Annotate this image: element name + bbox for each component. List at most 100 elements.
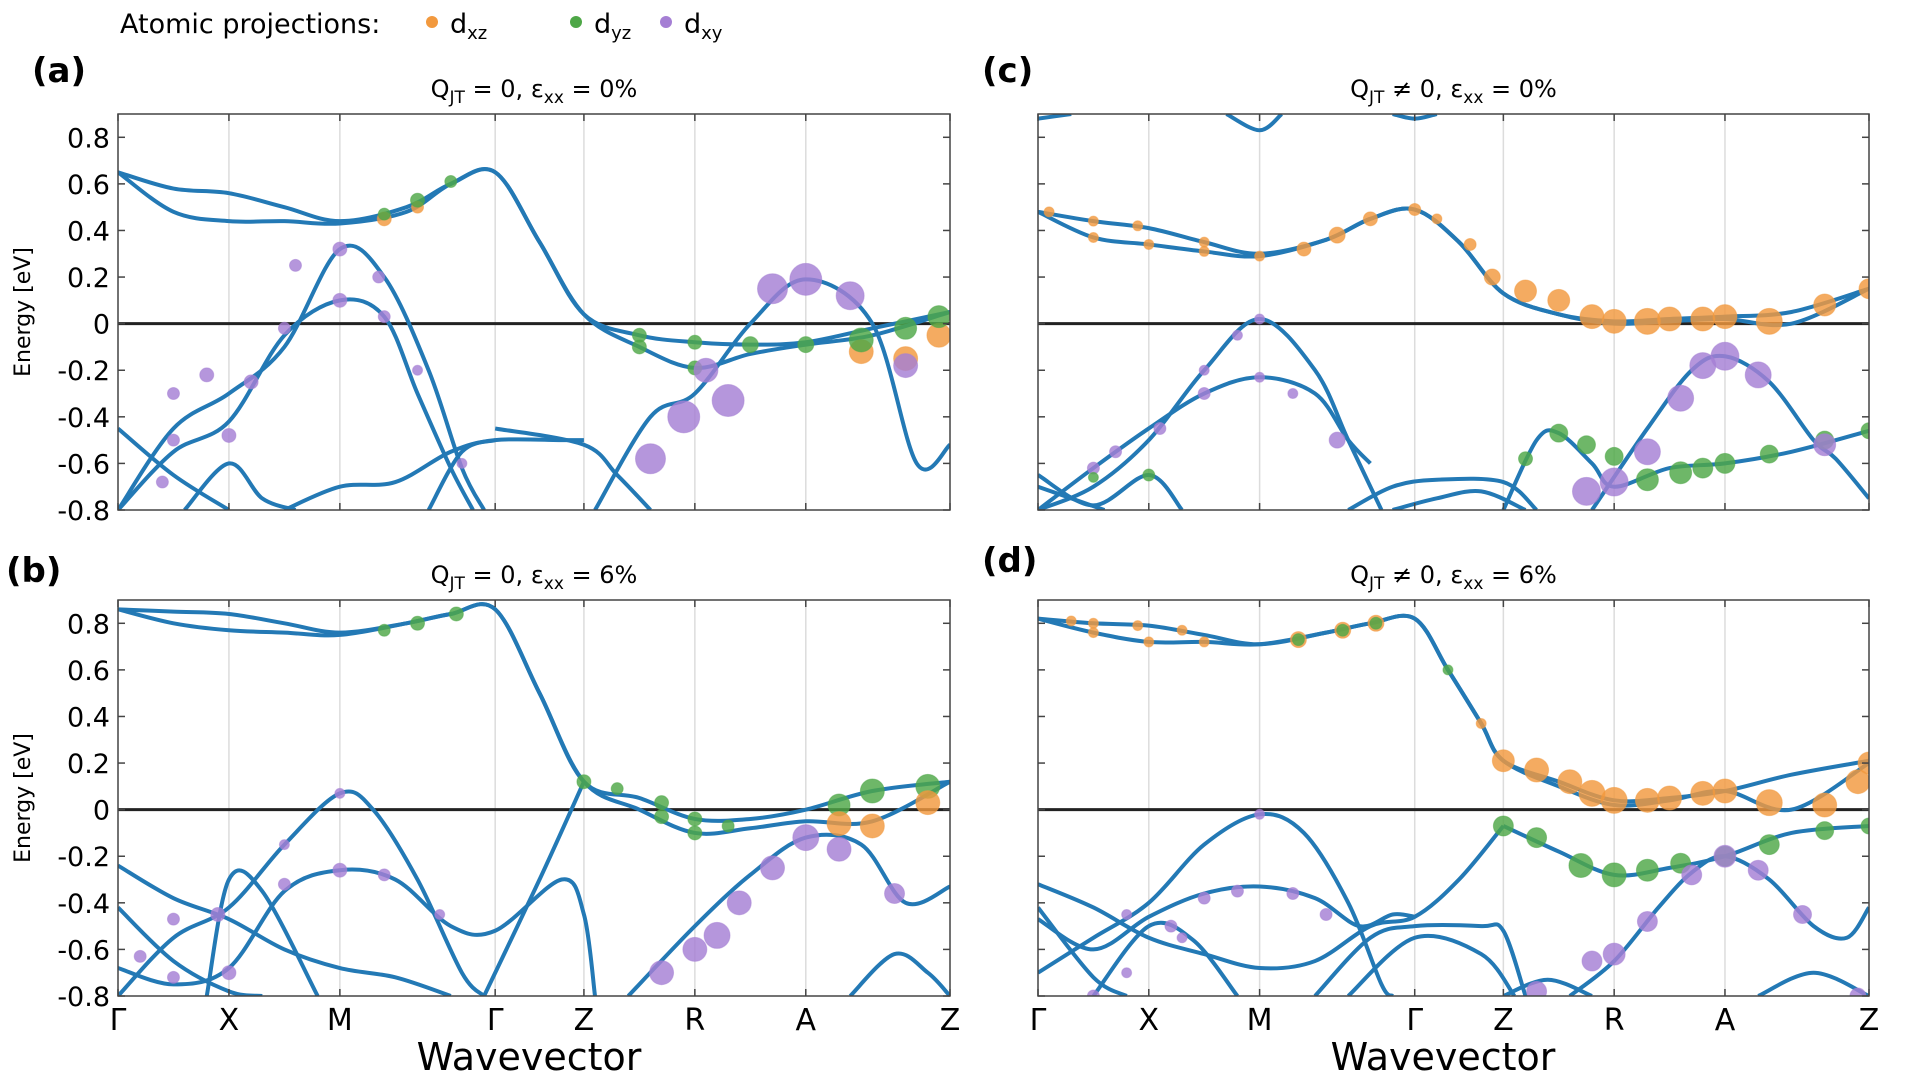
projection-marker-xy xyxy=(1287,388,1299,400)
projection-marker-xz xyxy=(1634,787,1660,813)
y-tick-label: 0.4 xyxy=(67,216,110,247)
projection-marker-xy xyxy=(1176,932,1188,944)
band-line xyxy=(1347,476,1538,510)
panel-title: QJT ≠ 0, εxx = 0% xyxy=(1350,75,1557,108)
x-tick-label: X xyxy=(1139,1003,1160,1038)
y-tick-label: -0.8 xyxy=(57,496,110,527)
projection-marker-yz xyxy=(859,778,885,804)
projection-marker-xz xyxy=(1491,749,1515,773)
band-line xyxy=(1225,114,1284,133)
projection-marker-xy xyxy=(1254,313,1266,325)
projection-marker-yz xyxy=(377,207,391,221)
projection-marker-yz xyxy=(1860,422,1869,440)
projection-marker-xz xyxy=(1601,308,1627,334)
band-line xyxy=(1313,922,1528,996)
band-line xyxy=(1346,933,1517,996)
projection-marker-xy xyxy=(332,292,348,308)
projection-marker-yz xyxy=(1336,623,1350,637)
x-tick-label: Z xyxy=(940,1003,961,1038)
projection-marker-xy xyxy=(1286,887,1300,901)
y-tick-label: 0.6 xyxy=(67,170,110,201)
plot-frame xyxy=(117,113,951,511)
panel-label: (d) xyxy=(982,541,1037,581)
plot-area xyxy=(118,602,950,996)
y-tick-label: 0.4 xyxy=(67,702,110,733)
band-line xyxy=(1038,884,1416,952)
band-line xyxy=(494,426,652,510)
y-tick-label: 0.2 xyxy=(67,749,110,780)
projection-marker-xy xyxy=(1636,910,1658,932)
projection-marker-yz xyxy=(687,334,703,350)
x-tick-label: Γ xyxy=(1030,1003,1047,1038)
projection-marker-xy xyxy=(1231,329,1243,341)
projection-marker-xy xyxy=(1254,371,1266,383)
legend: Atomic projections: dxz dyz dxy xyxy=(120,9,723,44)
panel-label: (c) xyxy=(982,51,1033,91)
projection-marker-yz xyxy=(1758,834,1780,856)
band-line xyxy=(1038,206,1869,324)
projection-marker-xz xyxy=(1557,769,1583,795)
projection-marker-xz xyxy=(1475,717,1487,729)
band-line xyxy=(1038,484,1106,510)
projection-marker-xy xyxy=(133,949,147,963)
legend-marker-yz xyxy=(570,16,582,28)
projection-marker-xz xyxy=(859,813,885,839)
projection-marker-yz xyxy=(848,327,874,353)
projection-marker-xy xyxy=(1747,859,1769,881)
projection-marker-xz xyxy=(915,790,941,816)
projection-marker-xy xyxy=(1198,364,1210,376)
projection-marker-xy xyxy=(288,258,302,272)
projection-marker-xy xyxy=(884,883,906,905)
panel-c: (c) QJT ≠ 0, εxx = 0% xyxy=(982,51,1870,511)
projection-marker-xy xyxy=(757,273,789,305)
projection-marker-yz xyxy=(1518,451,1534,467)
projection-marker-yz xyxy=(1142,468,1156,482)
projection-marker-xz xyxy=(1633,307,1661,335)
x-tick-label: Γ xyxy=(487,1003,504,1038)
projection-marker-xz xyxy=(1712,778,1738,804)
band-line xyxy=(1038,316,1384,510)
projection-marker-xz xyxy=(1524,757,1550,783)
x-tick-label: M xyxy=(1247,1003,1273,1038)
projection-marker-xy xyxy=(792,824,820,852)
x-tick-label: Z xyxy=(574,1003,595,1038)
projection-marker-yz xyxy=(894,316,918,340)
projection-marker-yz xyxy=(1549,423,1569,443)
projection-marker-yz xyxy=(448,606,464,622)
panel-title: QJT = 0, εxx = 0% xyxy=(431,75,638,108)
projection-marker-xy xyxy=(277,321,291,335)
band-line xyxy=(118,602,950,836)
projection-marker-yz xyxy=(576,774,592,790)
projection-marker-xy xyxy=(278,839,290,851)
projection-marker-xz xyxy=(1328,226,1346,244)
projection-marker-xy xyxy=(1633,438,1661,466)
band-line xyxy=(118,867,597,996)
projection-marker-xz xyxy=(1087,617,1099,629)
panel-a: 0.8 0.6 0.4 0.2 0 -0.2 -0.4 -0.6 -0.8 Energy [eV]… xyxy=(11,51,951,527)
band-line xyxy=(426,438,496,510)
projection-marker-xz xyxy=(1198,245,1210,257)
projection-marker-yz xyxy=(1442,664,1454,676)
projection-marker-xy xyxy=(760,855,786,881)
x-tick-label: X xyxy=(219,1003,240,1038)
projection-marker-xy xyxy=(166,912,180,926)
projection-marker-xy xyxy=(1319,907,1333,921)
projection-marker-yz xyxy=(1568,853,1594,879)
projection-marker-xy xyxy=(334,787,346,799)
plot-area xyxy=(118,167,950,510)
projection-marker-xz xyxy=(1043,206,1055,218)
projection-marker-xz xyxy=(1483,268,1501,286)
projection-marker-yz xyxy=(741,336,759,354)
projection-marker-xy xyxy=(1581,950,1603,972)
projection-marker-xy xyxy=(243,374,259,390)
projection-marker-xy xyxy=(155,475,169,489)
projection-marker-yz xyxy=(1601,862,1627,888)
projection-marker-xy xyxy=(1526,980,1548,996)
projection-marker-xz xyxy=(1690,306,1716,332)
projection-marker-xy xyxy=(1667,384,1695,412)
projection-marker-xz xyxy=(1812,792,1838,818)
projection-marker-xy xyxy=(210,906,226,922)
band-line xyxy=(118,426,230,510)
projection-marker-xy xyxy=(1571,476,1601,506)
